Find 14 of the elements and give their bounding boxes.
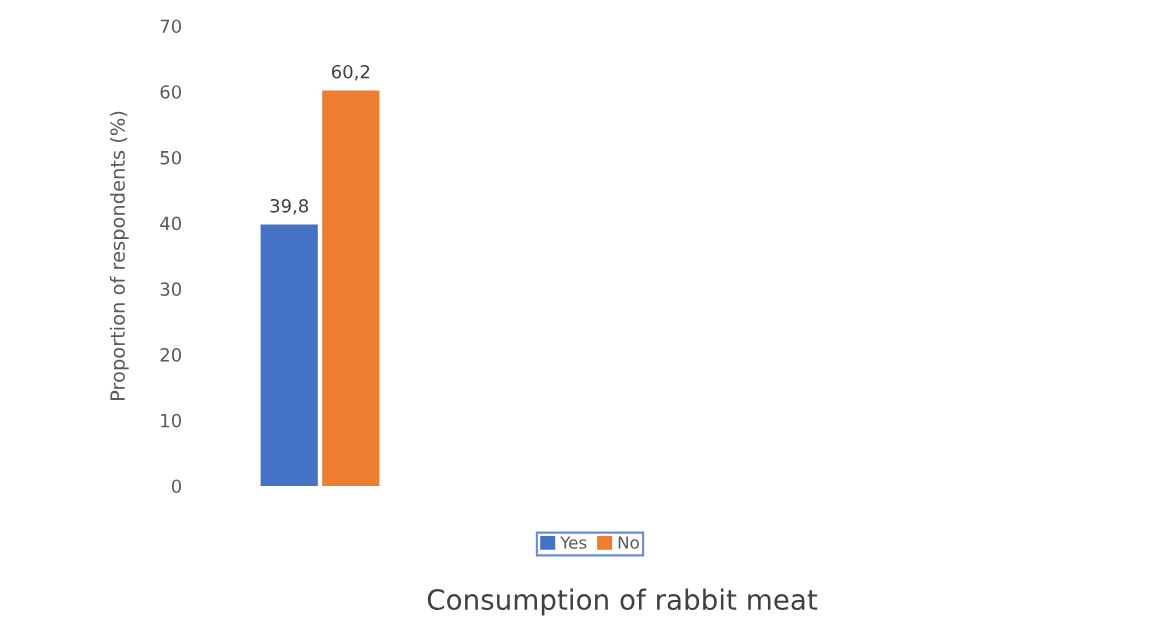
y-tick-label: 0 — [171, 479, 182, 494]
y-tick-label: 50 — [160, 150, 182, 165]
y-tick-label: 20 — [160, 348, 182, 362]
y-axis-title: Proportion of respondents (%) — [109, 111, 129, 401]
y-tick-label: 30 — [160, 282, 182, 296]
x-axis-title: Consumption of rabbit meat — [427, 588, 818, 616]
legend-label: Yes — [560, 536, 587, 549]
y-tick-label: 40 — [160, 216, 182, 231]
data-label: 60,2 — [331, 64, 370, 81]
y-tick-label: 10 — [161, 413, 182, 428]
data-label: 39,8 — [270, 198, 309, 215]
legend-label: No — [618, 536, 639, 549]
y-tick-label: 60 — [160, 85, 182, 99]
y-tick-label: 70 — [160, 19, 182, 34]
